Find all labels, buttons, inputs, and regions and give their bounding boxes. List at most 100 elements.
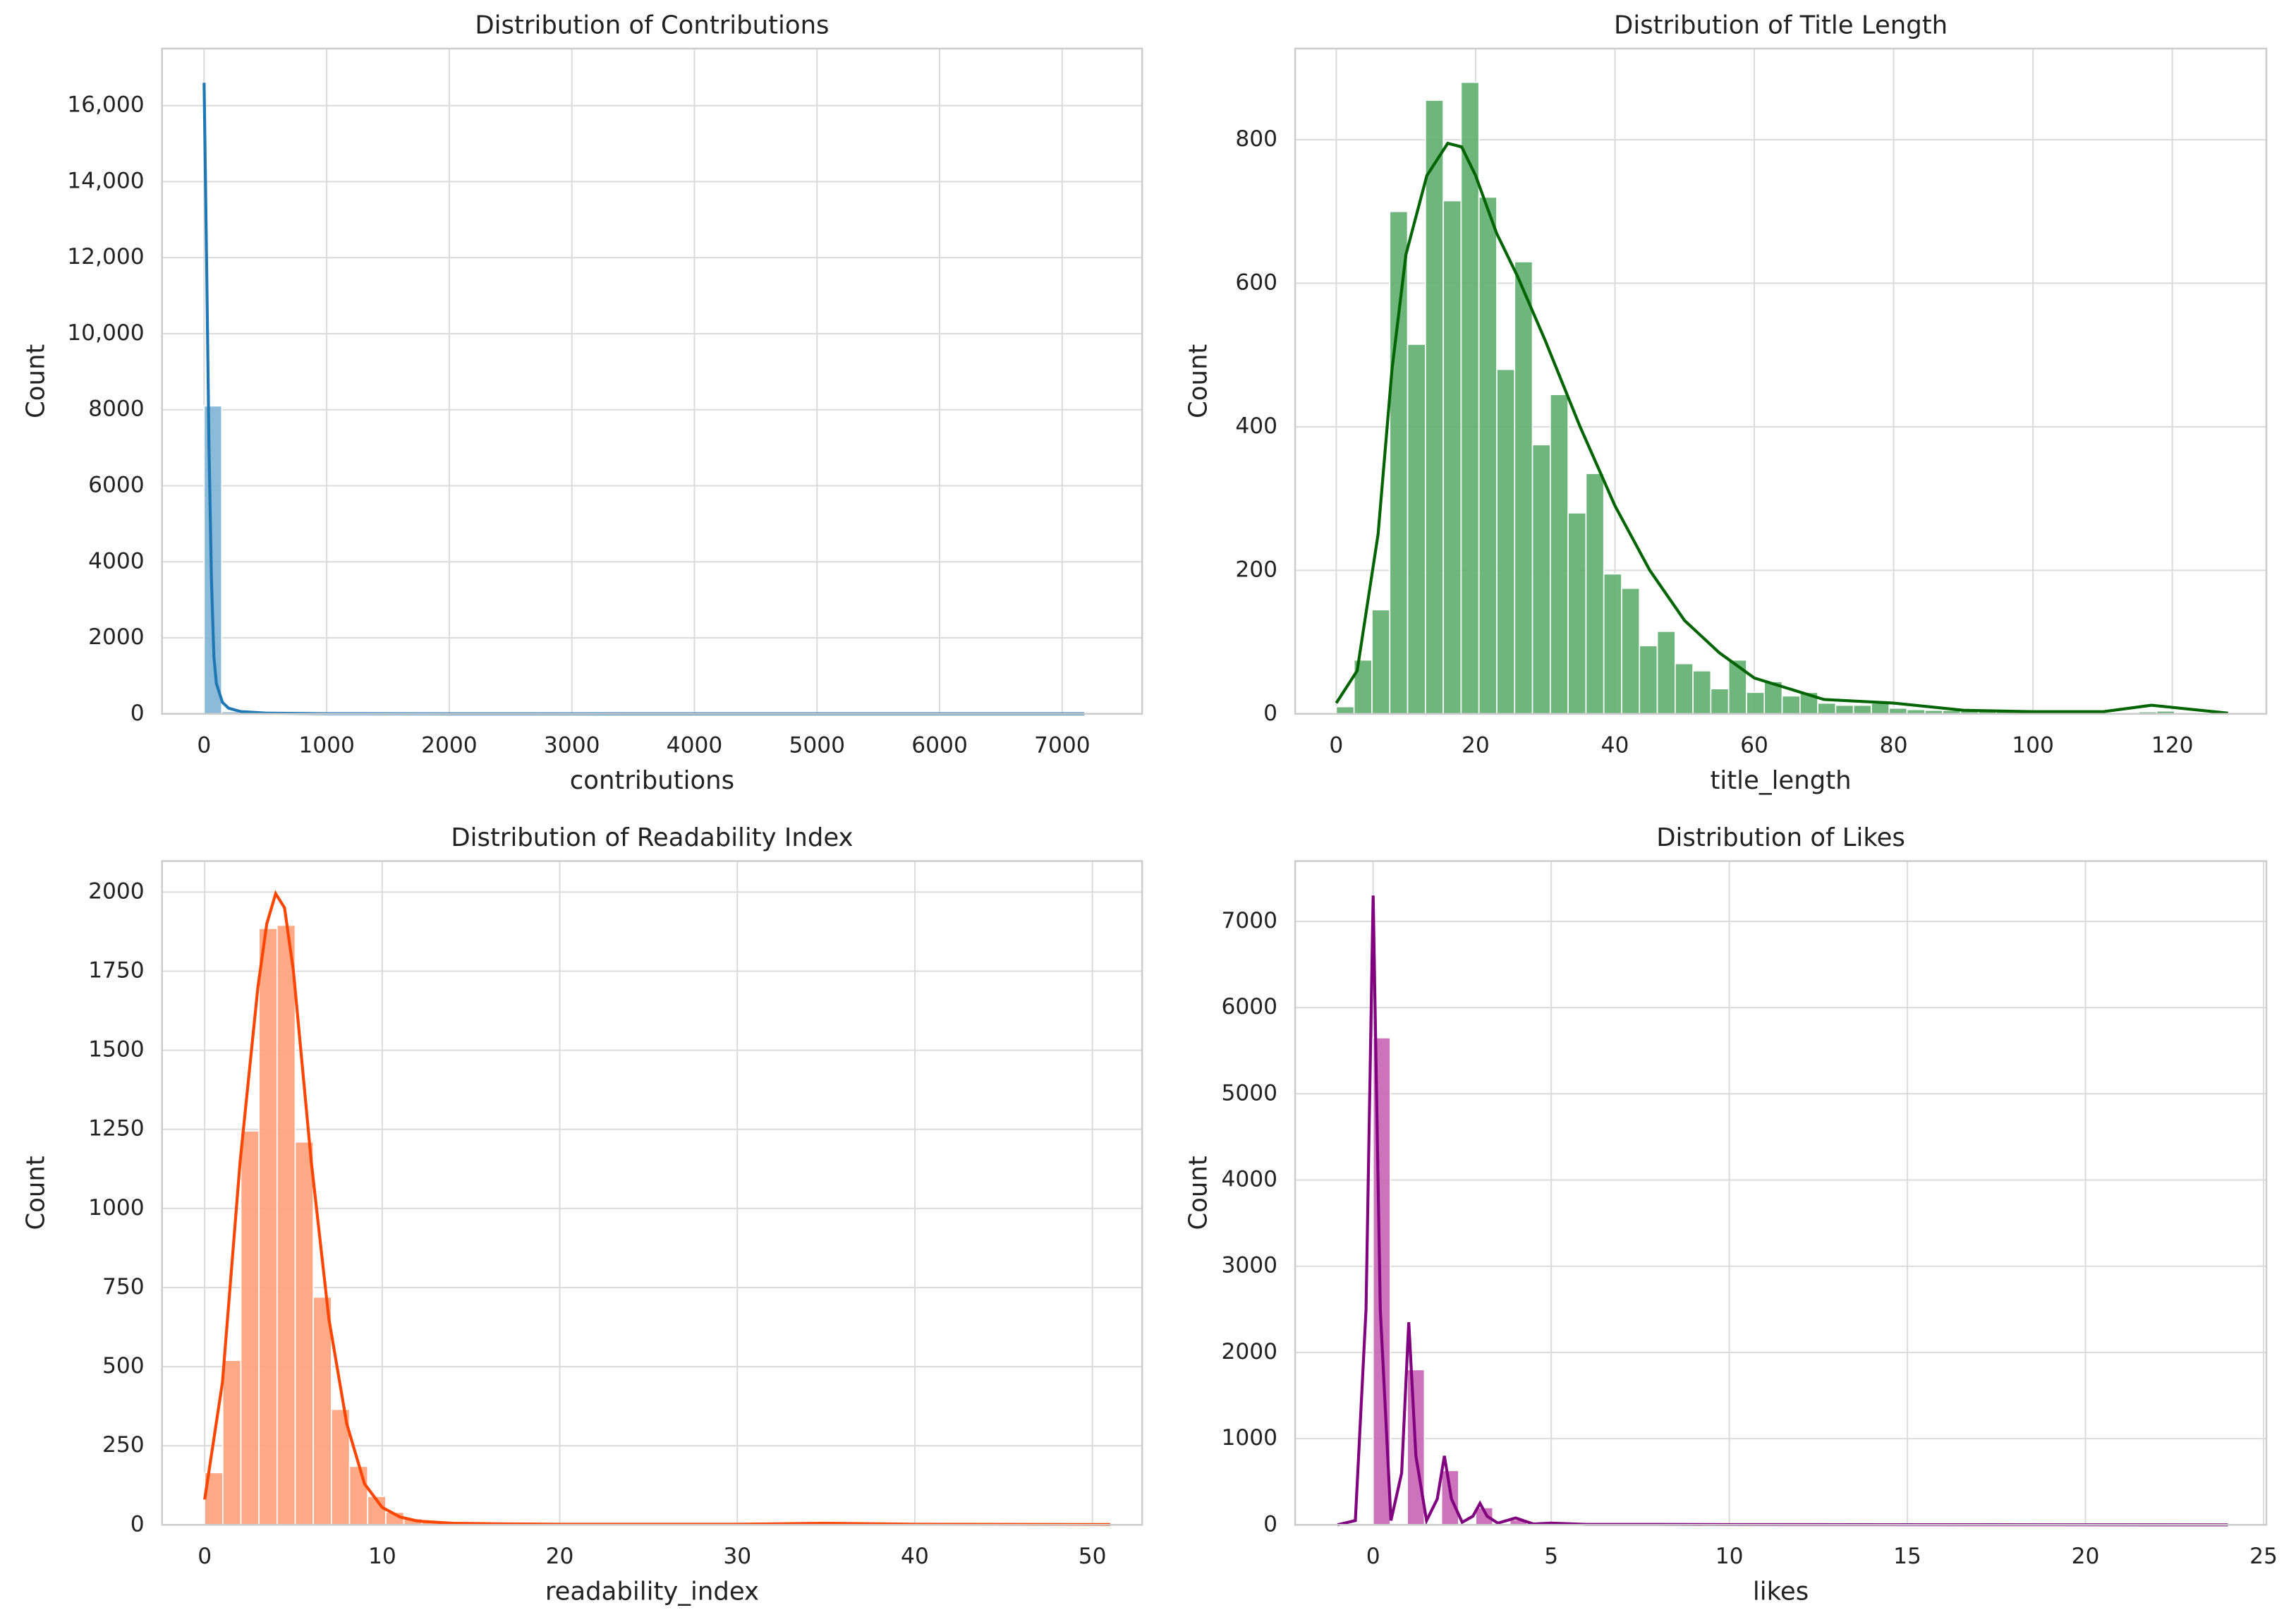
x-tick-label: 10 — [1715, 1544, 1744, 1569]
bar — [1852, 704, 1872, 715]
y-tick-label: 1250 — [88, 1116, 145, 1142]
x-tick-label: 4000 — [667, 733, 723, 758]
bar — [221, 1360, 242, 1526]
x-tick-label: 40 — [1601, 733, 1629, 758]
bar — [1727, 659, 1747, 715]
x-tick-label: 80 — [1880, 733, 1908, 758]
bar — [1692, 670, 1712, 715]
bar — [1817, 702, 1837, 715]
y-tick-label: 400 — [1235, 413, 1277, 439]
bar — [1621, 587, 1641, 715]
chart-title: Distribution of Readability Index — [451, 823, 853, 852]
x-tick-label: 50 — [1079, 1544, 1107, 1569]
axes-frame — [161, 47, 1143, 715]
y-tick-label: 2000 — [88, 624, 145, 650]
y-tick-label: 6000 — [88, 473, 145, 498]
x-axis-label: contributions — [570, 766, 734, 795]
bar — [240, 1130, 260, 1526]
x-tick-label: 0 — [198, 1544, 212, 1569]
y-tick-label: 2000 — [88, 878, 145, 904]
x-tick-label: 15 — [1893, 1544, 1921, 1569]
bar — [1442, 200, 1462, 715]
y-tick-label: 0 — [1263, 701, 1277, 726]
x-tick-label: 25 — [2249, 1544, 2278, 1569]
bar — [1781, 695, 1801, 715]
bar — [312, 1296, 332, 1526]
x-tick-label: 5000 — [789, 733, 845, 758]
bar — [1371, 609, 1391, 715]
kde-line — [1335, 141, 2228, 715]
bar — [1585, 473, 1605, 715]
y-tick-label: 600 — [1235, 270, 1277, 295]
bar — [1567, 512, 1587, 715]
y-axis-label: Count — [21, 1156, 50, 1230]
bar — [294, 1141, 315, 1526]
x-tick-label: 5 — [1544, 1544, 1558, 1569]
y-tick-label: 4000 — [1221, 1167, 1277, 1192]
bar — [258, 928, 278, 1526]
x-tick-label: 20 — [1462, 733, 1490, 758]
x-tick-label: 30 — [723, 1544, 751, 1569]
x-axis-label: title_length — [1711, 766, 1852, 795]
y-tick-label: 10,000 — [67, 320, 144, 346]
y-tick-label: 1000 — [1221, 1425, 1277, 1451]
bar — [1835, 704, 1854, 715]
y-tick-label: 1500 — [88, 1037, 145, 1063]
x-tick-label: 10 — [368, 1544, 396, 1569]
y-axis-label: Count — [21, 344, 50, 418]
kde-line — [202, 83, 1085, 715]
bar — [1424, 99, 1444, 715]
y-tick-label: 16,000 — [67, 92, 144, 118]
chart-title: Distribution of Title Length — [1614, 11, 1948, 40]
y-tick-label: 0 — [130, 1511, 145, 1537]
y-tick-label: 14,000 — [67, 168, 144, 193]
y-tick-label: 200 — [1235, 557, 1277, 582]
bar — [1549, 394, 1569, 715]
x-tick-label: 0 — [1366, 1544, 1380, 1569]
y-tick-label: 500 — [102, 1353, 145, 1379]
bar — [1746, 691, 1766, 715]
x-tick-label: 20 — [546, 1544, 574, 1569]
bar — [1656, 630, 1676, 715]
x-tick-label: 2000 — [421, 733, 478, 758]
x-axis-label: readability_index — [545, 1577, 759, 1606]
x-tick-label: 3000 — [544, 733, 600, 758]
chart-title: Distribution of Likes — [1656, 823, 1905, 852]
y-tick-label: 5000 — [1221, 1080, 1277, 1106]
x-tick-label: 0 — [197, 733, 211, 758]
y-tick-label: 12,000 — [67, 244, 144, 270]
x-axis-label: likes — [1753, 1577, 1809, 1606]
bar — [277, 924, 296, 1526]
x-tick-label: 20 — [2072, 1544, 2100, 1569]
bar — [348, 1465, 369, 1526]
bar — [1603, 573, 1622, 715]
y-tick-label: 2000 — [1221, 1339, 1277, 1364]
y-axis-label: Count — [1184, 1156, 1213, 1230]
y-tick-label: 4000 — [88, 548, 145, 574]
y-tick-label: 250 — [102, 1432, 145, 1458]
bar — [1335, 706, 1355, 715]
x-tick-label: 60 — [1740, 733, 1768, 758]
x-tick-label: 40 — [901, 1544, 929, 1569]
y-tick-label: 1000 — [88, 1195, 145, 1221]
y-tick-label: 800 — [1235, 126, 1277, 152]
bar — [1478, 196, 1498, 715]
axes-frame — [161, 860, 1143, 1526]
y-tick-label: 1750 — [88, 957, 145, 983]
bar — [203, 405, 223, 715]
bar — [1674, 662, 1694, 715]
y-tick-label: 6000 — [1221, 994, 1277, 1019]
x-tick-label: 100 — [2012, 733, 2054, 758]
bar — [1531, 444, 1551, 715]
y-axis-label: Count — [1184, 344, 1213, 418]
x-tick-label: 7000 — [1034, 733, 1091, 758]
kde-line — [1337, 895, 2228, 1527]
bar — [1871, 702, 1890, 715]
bar — [1710, 688, 1730, 715]
bar — [1514, 261, 1533, 715]
x-tick-label: 120 — [2151, 733, 2194, 758]
x-tick-label: 1000 — [298, 733, 355, 758]
axes-frame — [1294, 860, 2268, 1526]
